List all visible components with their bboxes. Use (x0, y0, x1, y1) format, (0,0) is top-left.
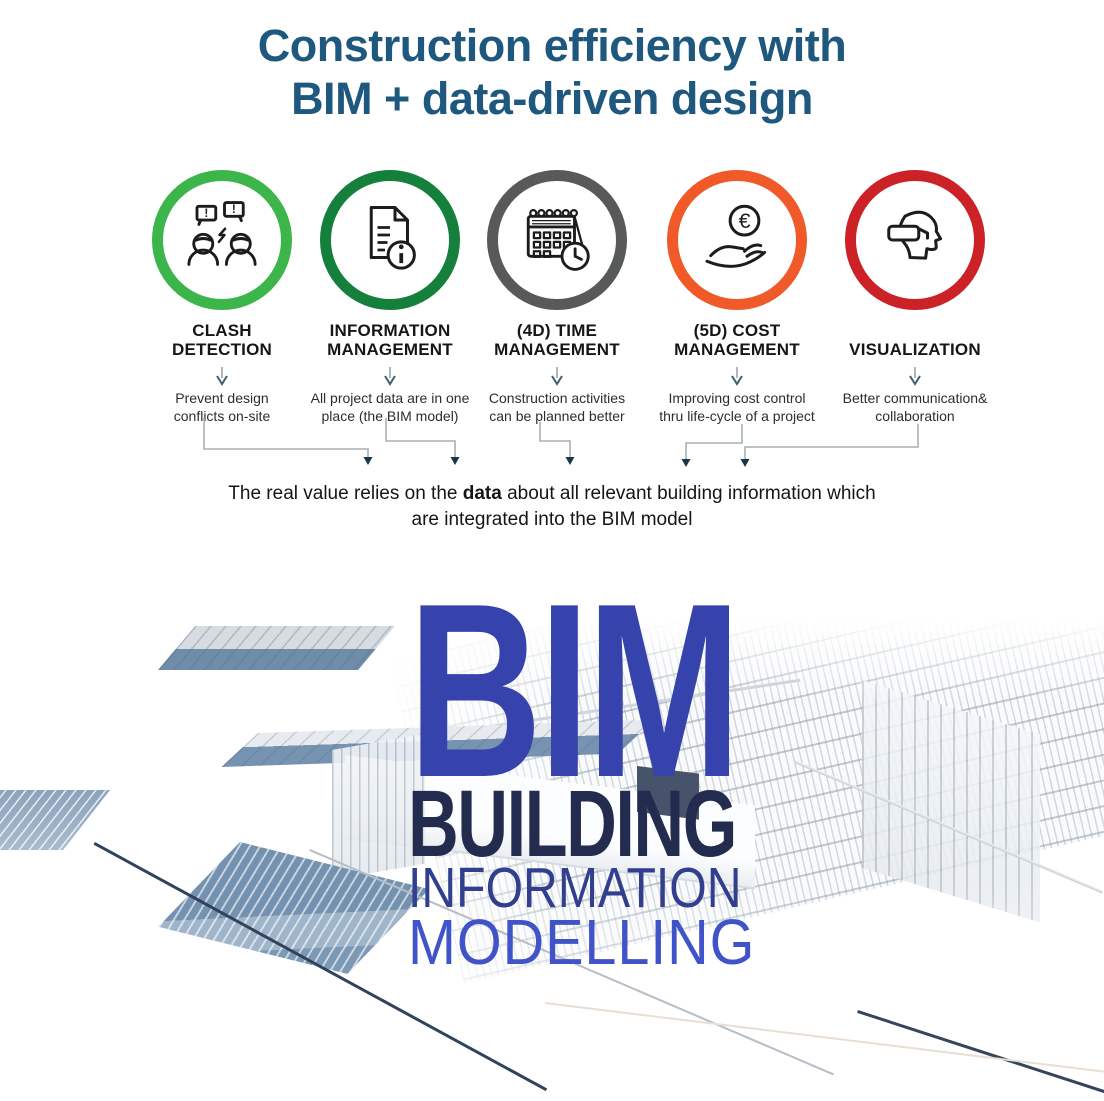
time-management-circle (487, 170, 627, 310)
logo-acronym: BIM (408, 551, 741, 829)
pillar-label: CLASH DETECTION (171, 320, 273, 360)
flow-connector-arrows (203, 418, 919, 467)
logo-word-information: INFORMATION (408, 856, 742, 920)
bim-logo: BIM BUILDING INFORMATION MODELLING (408, 566, 808, 995)
logo-word-building: BUILDING (408, 771, 737, 877)
summary-text: The real value relies on the data about … (0, 481, 1104, 532)
pillar-description: Better communication& collaboration (842, 390, 988, 425)
pillar-clash-detection: ! ! CLASH DETECTION Prevent design confl… (127, 170, 317, 425)
down-arrow-icon (384, 367, 396, 386)
euro-hand-icon: € (705, 204, 766, 268)
pillar-time-management: (4D) TIME MANAGEMENT Construction activi… (462, 170, 652, 425)
information-management-circle (320, 170, 460, 310)
cost-management-circle: € (667, 170, 807, 310)
pillar-label: VISUALIZATION (849, 340, 981, 360)
pillar-description: Construction activities can be planned b… (488, 390, 626, 425)
down-arrow-icon (731, 367, 743, 386)
summary-prefix: The real value relies on the (228, 483, 463, 504)
pillar-label: INFORMATION MANAGEMENT (327, 320, 453, 360)
visualization-circle (845, 170, 985, 310)
euro-symbol: € (739, 209, 751, 233)
down-arrow-icon (909, 367, 921, 386)
summary-suffix-line1: about all relevant building information … (501, 483, 876, 504)
title-line-1: Construction efficiency with (257, 20, 847, 71)
pillar-label: (5D) COST MANAGEMENT (674, 320, 800, 360)
courtyard-recess-top (158, 626, 395, 670)
svg-text:!: ! (204, 206, 208, 220)
title-line-2: BIM + data-driven design (291, 72, 813, 124)
pillar-cost-management: € (5D) COST MANAGEMENT Improving cost co… (642, 170, 832, 425)
down-arrow-icon (216, 367, 228, 386)
down-arrow-icon (551, 367, 563, 386)
building-model-render (0, 552, 1104, 1101)
pillar-description: Improving cost control thru life-cycle o… (659, 390, 815, 425)
pillar-label: (4D) TIME MANAGEMENT (494, 320, 620, 360)
svg-text:!: ! (232, 202, 236, 216)
clash-people-icon: ! ! (187, 201, 257, 266)
page-title: Construction efficiency with BIM + data-… (0, 20, 1104, 125)
pillar-description: Prevent design conflicts on-site (173, 390, 271, 425)
summary-emphasis: data (462, 483, 502, 504)
calendar-clock-icon (526, 209, 590, 271)
logo-word-modelling: MODELLING (408, 906, 756, 978)
document-info-icon (369, 206, 416, 270)
clash-detection-circle: ! ! (152, 170, 292, 310)
pillar-information-management: INFORMATION MANAGEMENT All project data … (295, 170, 485, 425)
glass-pit-left (0, 790, 110, 850)
summary-suffix-line2: are integrated into the BIM model (411, 508, 693, 530)
vr-head-icon (887, 210, 943, 260)
render-fade-bottom (360, 882, 1104, 1101)
pillar-visualization: VISUALIZATION Better communication& coll… (820, 170, 1010, 425)
pillar-description: All project data are in one place (the B… (310, 390, 470, 425)
